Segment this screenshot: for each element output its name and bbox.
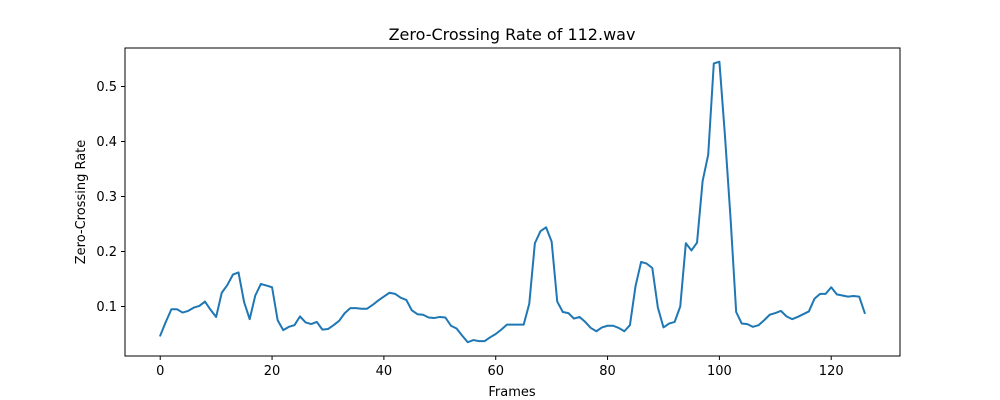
y-axis-ticks: 0.1 0.2 0.3 0.4 0.5 <box>96 80 125 315</box>
x-tick-label: 80 <box>599 364 616 379</box>
y-tick-label: 0.3 <box>96 190 117 205</box>
y-tick-label: 0.5 <box>96 80 117 95</box>
x-tick-label: 20 <box>264 364 281 379</box>
axes-frame <box>124 47 901 357</box>
zcr-series-line <box>159 60 866 344</box>
x-tick-label: 120 <box>819 364 844 379</box>
y-tick-label: 0.2 <box>96 245 117 260</box>
x-axis-ticks: 0 20 40 60 80 100 120 <box>156 356 844 379</box>
x-tick-label: 40 <box>376 364 393 379</box>
x-axis-label: Frames <box>488 385 536 400</box>
chart-title: Zero-Crossing Rate of 112.wav <box>389 25 636 44</box>
x-tick-label: 0 <box>156 364 164 379</box>
y-axis-label: Zero-Crossing Rate <box>74 140 89 265</box>
y-tick-label: 0.1 <box>96 300 117 315</box>
y-tick-label: 0.4 <box>96 135 117 150</box>
plot-area: 0 20 40 60 80 100 120 0.1 0.2 0.3 0.4 0.5 <box>96 47 901 379</box>
x-tick-label: 60 <box>487 364 504 379</box>
x-tick-label: 100 <box>707 364 732 379</box>
